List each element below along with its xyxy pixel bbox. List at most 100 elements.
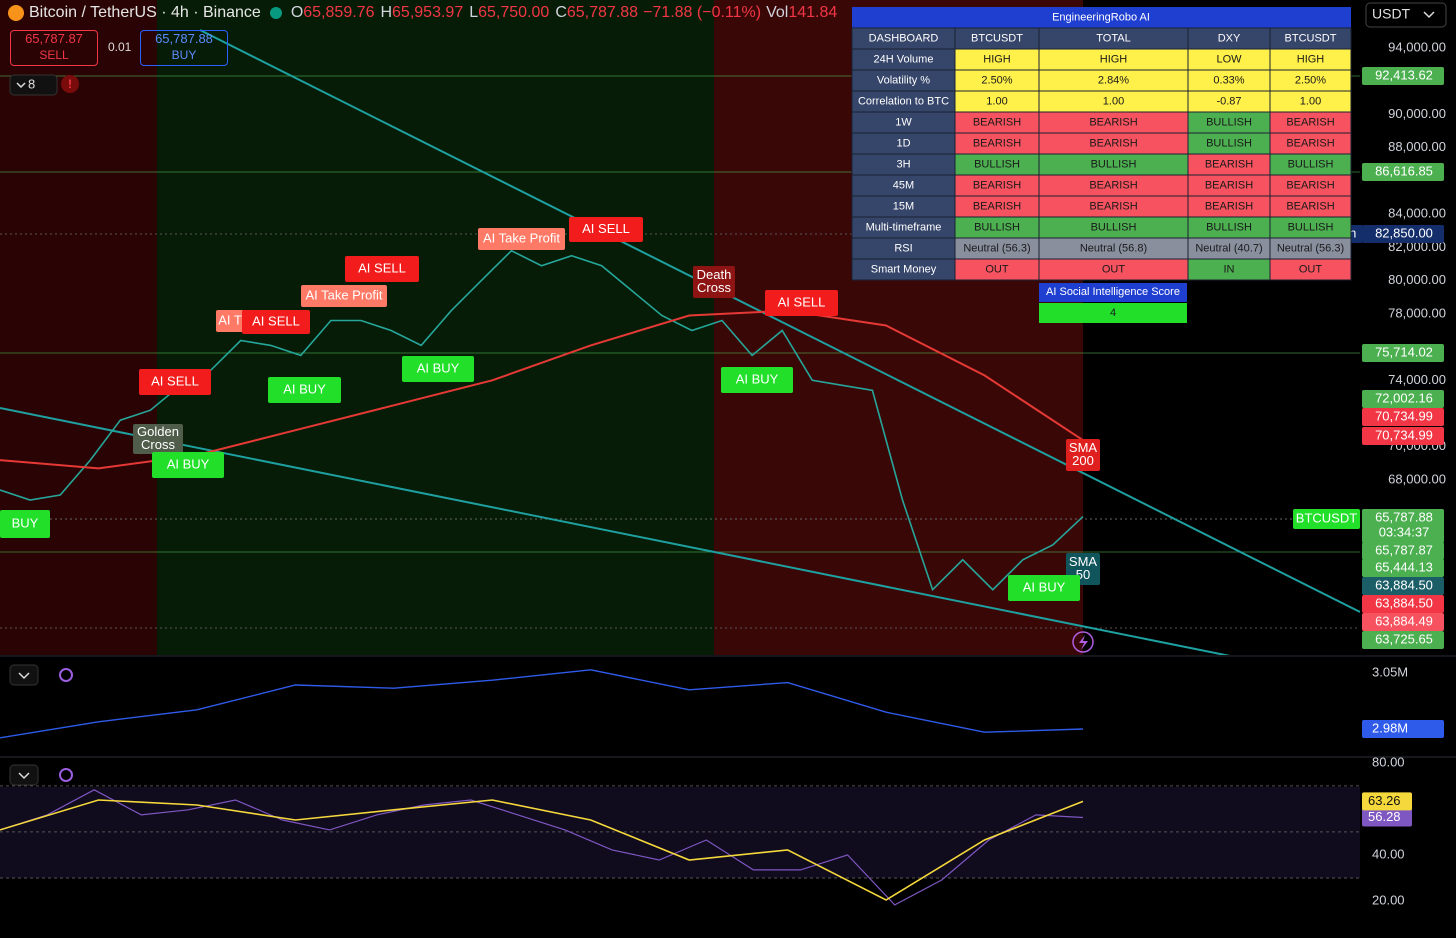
dashboard-cell: BEARISH xyxy=(1089,179,1137,191)
signal-box xyxy=(721,367,793,393)
dashboard-cell: OUT xyxy=(1102,263,1126,275)
price-tag-label: 65,444.13 xyxy=(1375,559,1433,574)
indicator-toggle[interactable] xyxy=(9,74,58,96)
price-tag-label: 65,787.88 xyxy=(1375,509,1433,524)
signal-box xyxy=(268,377,341,403)
price-tag xyxy=(1362,390,1444,408)
price-tag xyxy=(1362,344,1444,362)
price-tag xyxy=(1362,225,1444,243)
signal-label: AI BUY xyxy=(283,381,326,396)
signal-box xyxy=(139,369,211,395)
dashboard-cell: BEARISH xyxy=(973,116,1021,128)
dashboard-cell: HIGH xyxy=(1297,53,1325,65)
dashboard-header: DASHBOARD xyxy=(869,32,939,44)
buy-label: BUY xyxy=(171,48,197,62)
dashboard-cell: 2.50% xyxy=(981,74,1012,86)
coin-icon xyxy=(8,5,24,21)
ohlc-item: C65,787.88 xyxy=(555,4,638,22)
dashboard-cell: Neutral (56.3) xyxy=(963,242,1030,254)
symbol: Bitcoin / TetherUS · 4h · Binance xyxy=(29,4,261,21)
chevron xyxy=(18,672,30,680)
dashboard-cell: BEARISH xyxy=(1205,200,1253,212)
value-badge xyxy=(1362,720,1444,738)
price-tag xyxy=(1362,408,1444,426)
warning-icon[interactable] xyxy=(61,75,79,93)
price-tag-label: 70,734.99 xyxy=(1375,408,1433,423)
dashboard-title: EngineeringRobo AI xyxy=(1052,11,1150,23)
ohlc-key: C xyxy=(555,4,567,21)
indicator-count: 8 xyxy=(28,76,35,91)
signal-box xyxy=(765,290,838,316)
signal-box xyxy=(1066,439,1100,471)
price-tag-label: 75,714.02 xyxy=(1375,344,1433,359)
signal-box xyxy=(1293,509,1360,529)
price-tag xyxy=(1362,542,1444,560)
vol-key: Vol xyxy=(766,4,789,21)
panel-toggle[interactable] xyxy=(9,664,39,686)
zone-bear xyxy=(0,0,157,655)
alert-icon xyxy=(1079,635,1088,650)
price-tag-label: 92,413.62 xyxy=(1375,67,1433,82)
score: 4 xyxy=(1110,307,1116,319)
chevron xyxy=(18,772,30,780)
price-tag-label: 82,850.00 xyxy=(1375,225,1433,240)
y-tick-label: 40.00 xyxy=(1372,846,1405,861)
dashboard-cell: BULLISH xyxy=(974,158,1020,170)
dashboard-cell: OUT xyxy=(1299,263,1323,275)
sell-label: SELL xyxy=(39,48,69,62)
refresh-icon[interactable] xyxy=(59,768,73,782)
y-tick-label: 68,000.00 xyxy=(1388,471,1446,486)
sell-button[interactable]: 65,787.87 SELL xyxy=(10,30,98,66)
dashboard-title-bg xyxy=(852,7,1351,28)
dashboard-header: BTCUSDT xyxy=(1285,32,1337,44)
signal-label: SMA xyxy=(1069,440,1098,455)
dashboard-row-label: Multi-timeframe xyxy=(866,221,942,233)
rsi-panel xyxy=(0,785,1360,906)
dashboard-cell: BEARISH xyxy=(1089,200,1137,212)
price-tag xyxy=(1362,163,1444,181)
panel-toggle[interactable] xyxy=(9,764,39,786)
alert-icon[interactable] xyxy=(1072,631,1094,653)
signal-box xyxy=(133,424,183,454)
price-tag-label: 70,734.99 xyxy=(1375,427,1433,442)
buy-button[interactable]: 65,787.88 BUY xyxy=(140,30,228,66)
signal-box xyxy=(345,256,419,282)
price-tag xyxy=(1362,595,1444,613)
signal-label: AI BUY xyxy=(736,371,779,386)
value-badge-label: 2.98M xyxy=(1372,720,1408,735)
price-tag xyxy=(1362,559,1444,577)
ohlc-item: H65,953.97 xyxy=(380,4,463,22)
signal-label: AI BUY xyxy=(417,360,460,375)
dashboard-cell: 1.00 xyxy=(986,95,1007,107)
dashboard-cell: LOW xyxy=(1216,53,1242,65)
dashboard-cell: BEARISH xyxy=(1089,116,1137,128)
signal-box xyxy=(152,452,224,478)
refresh-icon[interactable] xyxy=(59,668,73,682)
dashboard-row-label: 1D xyxy=(896,137,910,149)
currency-select[interactable] xyxy=(1365,2,1447,28)
series-line xyxy=(0,669,1084,739)
dashboard-cell-bg xyxy=(1269,258,1352,281)
dashboard-cell: BEARISH xyxy=(1286,179,1334,191)
dashboard-cell: BEARISH xyxy=(973,137,1021,149)
signal-box xyxy=(242,310,310,334)
dashboard-cell: BULLISH xyxy=(1206,137,1252,149)
dashboard-cell: BEARISH xyxy=(1286,200,1334,212)
ohlc: O65,859.76 H65,953.97 L65,750.00 C65,787.88 xyxy=(291,4,638,22)
price-tag xyxy=(1362,631,1444,649)
price-tag xyxy=(1362,67,1444,85)
signal-label: AI SELL xyxy=(778,294,826,309)
value-badge-label: 56.28 xyxy=(1368,809,1401,824)
signal-label: 200 xyxy=(1072,453,1094,468)
buy-price: 65,787.88 xyxy=(155,31,213,46)
dashboard-cell: OUT xyxy=(985,263,1009,275)
signal-label: AI Take Profit xyxy=(305,287,382,302)
dashboard-row-label: Volatility % xyxy=(877,74,930,86)
trend-line xyxy=(199,29,1360,613)
dashboard-cell: 0.33% xyxy=(1213,74,1244,86)
trend-line xyxy=(0,407,1231,655)
signal-label: AI SELL xyxy=(151,373,199,388)
price-tag xyxy=(1362,427,1444,445)
y-tick-label: 3.05M xyxy=(1372,664,1408,679)
